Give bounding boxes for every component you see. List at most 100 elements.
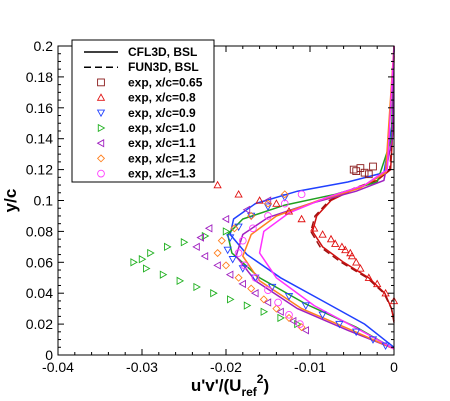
legend-marker-sample <box>97 78 105 87</box>
data-point <box>130 258 138 267</box>
y-axis-title: y/c <box>1 189 20 213</box>
data-point <box>255 196 264 204</box>
legend-marker-sample <box>97 123 106 133</box>
data-point <box>368 336 378 344</box>
data-point <box>143 264 151 273</box>
data-point <box>225 270 234 279</box>
y-tick-label: 0.06 <box>26 254 53 270</box>
data-point <box>249 224 257 233</box>
legend-marker-sample <box>96 154 106 163</box>
data-point <box>285 310 293 319</box>
data-point <box>147 248 155 258</box>
data-point <box>284 293 294 301</box>
legend-marker-sample <box>96 93 106 101</box>
y-tick-label: 0 <box>45 347 53 363</box>
data-point <box>264 286 272 294</box>
legend-label: exp, x/c=0.8 <box>128 91 196 105</box>
data-point <box>272 304 281 313</box>
data-point <box>284 206 294 215</box>
data-point <box>364 170 373 179</box>
data-point <box>193 282 201 292</box>
data-point <box>297 214 306 223</box>
data-point <box>213 180 222 189</box>
data-point <box>347 251 357 260</box>
data-point <box>360 168 369 177</box>
x-axis-title: u'v'/(Uref2) <box>191 372 269 399</box>
data-point <box>369 162 377 171</box>
data-point <box>263 298 272 307</box>
data-point <box>201 231 210 241</box>
data-point <box>192 242 200 252</box>
data-point <box>234 273 243 282</box>
legend-label: FUN3D, BSL <box>128 60 199 74</box>
legend-marker-sample <box>96 109 106 118</box>
data-point <box>331 239 340 247</box>
data-point <box>356 164 365 172</box>
data-point <box>213 261 221 270</box>
y-tick-label: 0.12 <box>26 162 53 178</box>
data-point <box>274 298 282 307</box>
data-point <box>301 326 309 335</box>
data-point <box>234 189 243 198</box>
data-point <box>352 257 361 266</box>
data-point <box>238 236 247 245</box>
data-point <box>138 255 147 264</box>
data-point <box>364 273 373 281</box>
data-point <box>222 227 231 236</box>
x-tick-label: -0.03 <box>126 359 158 375</box>
y-tick-label: 0.2 <box>34 38 54 54</box>
experiment-markers <box>130 162 399 351</box>
data-point <box>381 342 390 351</box>
y-tick-label: 0.02 <box>26 316 53 332</box>
data-point <box>263 199 273 208</box>
x-axis-title-close: ) <box>263 376 269 395</box>
data-point <box>228 256 237 264</box>
data-point <box>240 261 249 270</box>
legend-label: exp, x/c=1.3 <box>128 167 196 181</box>
data-point <box>326 234 336 243</box>
data-point <box>263 196 272 205</box>
data-point <box>251 273 260 282</box>
data-point <box>296 320 304 328</box>
data-point <box>259 295 268 304</box>
data-point <box>288 316 297 326</box>
data-point <box>221 261 231 270</box>
data-point <box>318 311 327 320</box>
x-tick-label: -0.04 <box>42 359 74 375</box>
data-point <box>243 301 252 310</box>
data-point <box>176 276 185 286</box>
curve-line <box>258 45 395 350</box>
data-point <box>335 320 344 329</box>
x-tick-label: -0.01 <box>294 359 326 375</box>
data-point <box>217 236 226 245</box>
data-point <box>210 289 218 298</box>
data-point <box>297 323 306 332</box>
x-axis-title-subscript: ref <box>241 385 257 399</box>
data-point <box>341 245 350 254</box>
data-point <box>264 212 272 220</box>
data-point <box>247 211 256 220</box>
data-point <box>263 203 273 212</box>
x-tick-label: -0.02 <box>210 359 242 375</box>
data-point <box>204 224 213 233</box>
legend-label: CFL3D, BSL <box>128 45 197 59</box>
data-point <box>280 194 289 202</box>
x-axis-title-superscript: 2 <box>257 372 264 386</box>
legend-marker-sample <box>97 169 105 178</box>
legend-label: exp, x/c=1.1 <box>128 136 196 150</box>
y-tick-label: 0.04 <box>26 285 53 301</box>
data-point <box>356 264 365 272</box>
curve-line <box>309 45 395 323</box>
data-point <box>284 313 294 322</box>
data-point <box>247 212 256 221</box>
data-point <box>352 328 361 337</box>
data-point <box>200 251 209 261</box>
legend-label: exp, x/c=0.65 <box>128 75 203 89</box>
data-point <box>318 230 327 238</box>
data-point <box>337 242 347 251</box>
data-point <box>164 242 172 252</box>
data-point <box>297 190 306 199</box>
